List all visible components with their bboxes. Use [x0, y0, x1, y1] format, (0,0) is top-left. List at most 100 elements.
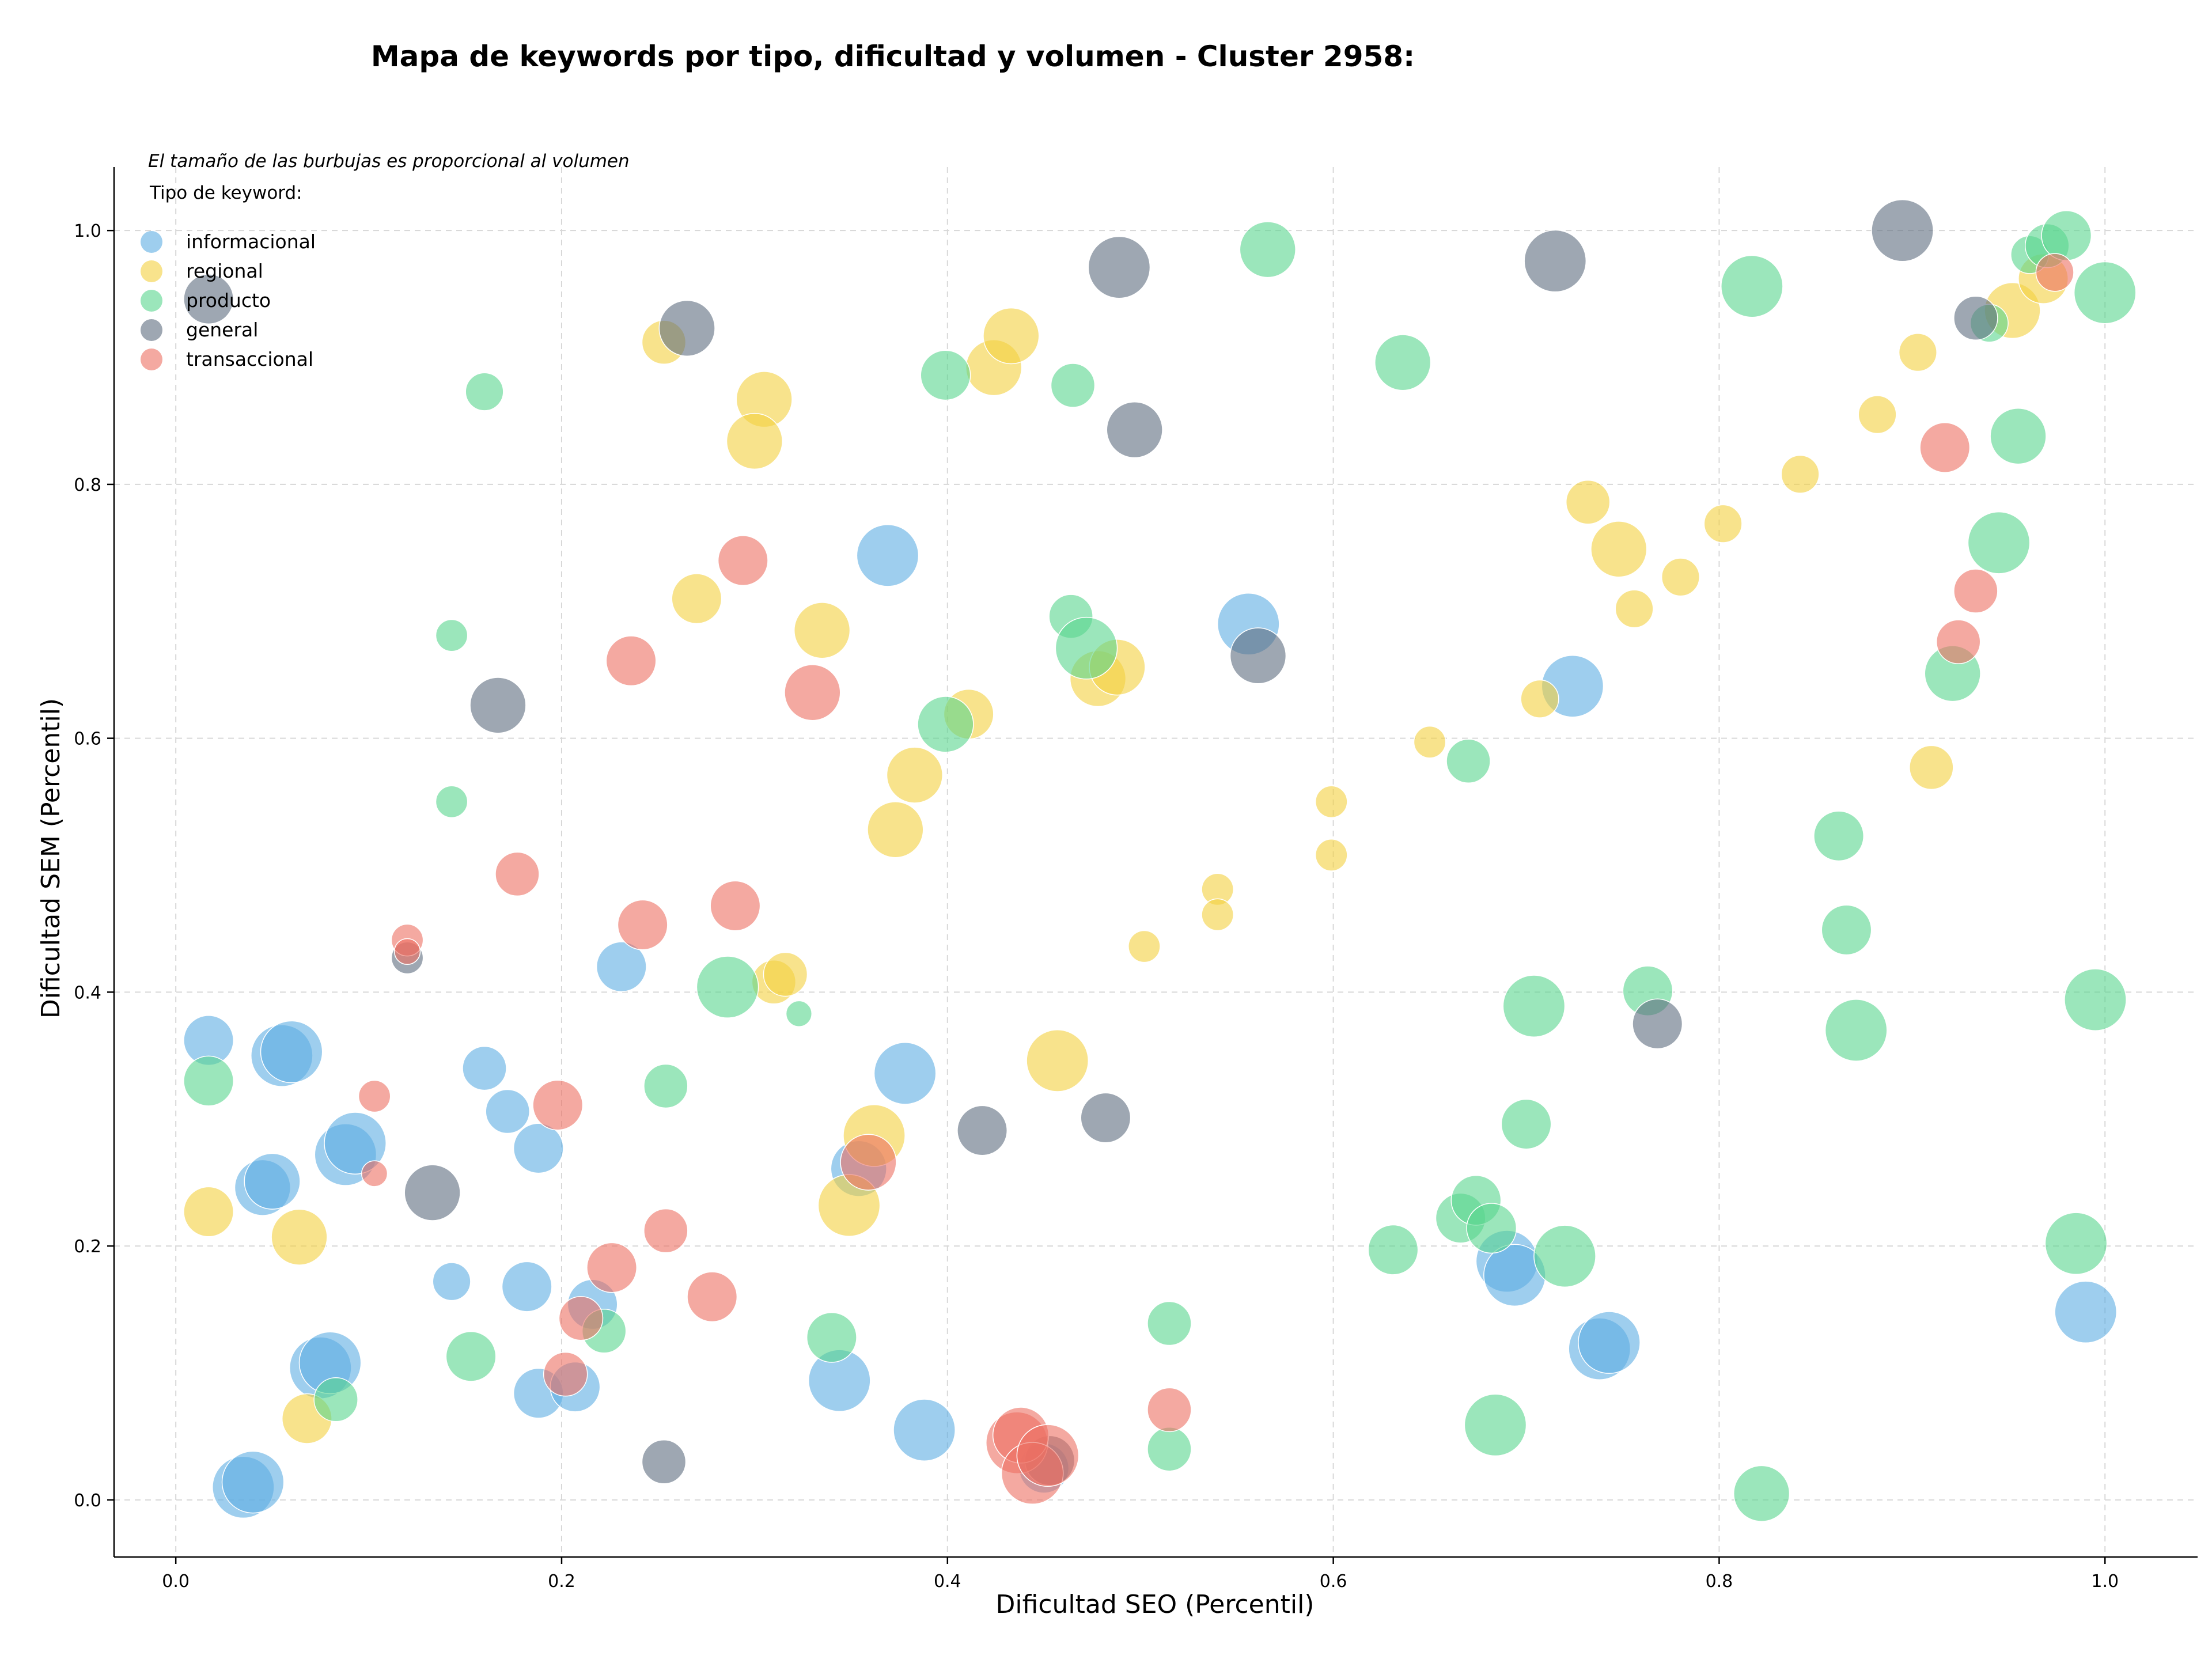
- data-point-transaccional: [710, 880, 761, 931]
- data-point-producto: [1147, 1426, 1192, 1472]
- data-point-transaccional: [717, 535, 768, 586]
- data-point-producto: [1733, 1465, 1790, 1522]
- data-point-producto: [920, 350, 971, 401]
- data-point-producto: [1055, 616, 1118, 680]
- x-tick-label: 0.8: [1706, 1571, 1733, 1592]
- data-point-regional: [867, 801, 924, 858]
- data-point-general: [658, 300, 715, 357]
- data-point-transaccional: [784, 664, 841, 721]
- data-point-producto: [1501, 1098, 1552, 1150]
- data-point-regional: [763, 952, 808, 997]
- data-point-informacional: [856, 524, 919, 587]
- data-point-regional: [271, 1209, 328, 1266]
- data-point-producto: [696, 956, 759, 1018]
- data-point-producto: [785, 1000, 813, 1027]
- x-tick-label: 0.6: [1320, 1571, 1347, 1592]
- data-point-regional: [1661, 558, 1700, 597]
- data-point-regional: [1315, 785, 1348, 819]
- x-tick-label: 0.2: [548, 1571, 575, 1592]
- data-point-general: [1088, 236, 1151, 299]
- data-point-general: [1632, 998, 1683, 1050]
- data-point-general: [469, 677, 527, 734]
- data-point-regional: [1413, 725, 1446, 759]
- y-tick-label: 0.0: [74, 1491, 101, 1511]
- data-point-general: [1953, 296, 1998, 340]
- data-point-producto: [465, 372, 504, 411]
- y-tick-label: 0.6: [74, 729, 101, 749]
- data-point-producto: [1050, 363, 1096, 408]
- data-point-producto: [806, 1312, 857, 1363]
- data-point-informacional: [501, 1261, 552, 1312]
- data-point-producto: [1502, 975, 1566, 1037]
- data-point-producto: [2044, 1212, 2108, 1275]
- data-point-transaccional: [605, 635, 657, 687]
- data-point-producto: [1721, 255, 1783, 318]
- legend-label-informacional: informacional: [186, 230, 316, 253]
- data-point-transaccional: [617, 899, 668, 950]
- axes: 0.0 0.2 0.4 0.6 0.8 1.0 0.0 0.2 0.4 0.6 0.8 1.0: [74, 167, 2198, 1592]
- data-point-regional: [1858, 395, 1897, 434]
- data-point-general: [1080, 1092, 1131, 1143]
- legend-marker-informacional: [141, 231, 162, 253]
- legend-marker-producto: [141, 290, 162, 312]
- legend-marker-regional: [141, 260, 162, 282]
- legend-title: Tipo de keyword:: [149, 183, 302, 203]
- data-point-informacional: [485, 1089, 530, 1134]
- data-point-regional: [793, 602, 851, 659]
- data-point-producto: [1464, 1393, 1527, 1457]
- data-point-producto: [643, 1063, 688, 1109]
- data-point-general: [1524, 229, 1587, 293]
- y-tick-label: 0.2: [74, 1237, 101, 1257]
- data-point-producto: [1824, 999, 1888, 1062]
- data-point-transaccional: [840, 1134, 897, 1191]
- data-point-producto: [1239, 221, 1296, 278]
- data-point-general: [404, 1164, 461, 1221]
- legend-label-regional: regional: [186, 260, 263, 282]
- data-point-regional: [1128, 930, 1161, 963]
- x-tick-label: 1.0: [2091, 1571, 2119, 1592]
- data-point-transaccional: [558, 1295, 604, 1341]
- data-point-transaccional: [1147, 1387, 1192, 1433]
- data-point-transaccional: [358, 1079, 391, 1113]
- data-point-regional: [983, 307, 1040, 365]
- data-point-producto: [1466, 1203, 1517, 1254]
- data-point-transaccional: [586, 1242, 638, 1293]
- data-point-regional: [1909, 745, 1954, 790]
- data-point-regional: [1898, 333, 1937, 372]
- data-point-regional: [183, 1186, 234, 1237]
- data-point-informacional: [2054, 1281, 2118, 1344]
- data-point-general: [1871, 199, 1934, 262]
- data-point-producto: [183, 1055, 234, 1107]
- data-point-regional: [1315, 839, 1348, 872]
- data-points: [183, 199, 2137, 1522]
- data-point-general: [957, 1105, 1008, 1156]
- data-point-producto: [1990, 408, 2047, 465]
- data-point-informacional: [596, 941, 647, 993]
- y-tick-label: 0.4: [74, 983, 101, 1003]
- data-point-regional: [726, 412, 783, 470]
- data-point-transaccional: [643, 1208, 688, 1253]
- data-point-transaccional: [1936, 619, 1981, 664]
- legend-label-general: general: [186, 319, 258, 341]
- legend: informacional regional producto general tran…: [141, 230, 316, 370]
- data-point-producto: [1368, 1224, 1419, 1275]
- data-point-informacional: [244, 1153, 301, 1210]
- data-point-producto: [435, 785, 468, 819]
- data-point-regional: [1615, 589, 1654, 628]
- data-point-transaccional: [393, 938, 421, 965]
- data-point-informacional: [221, 1450, 285, 1514]
- data-point-producto: [1446, 738, 1491, 784]
- data-point-producto: [1374, 334, 1431, 391]
- data-point-producto: [1821, 904, 1872, 956]
- chart-title: Mapa de keywords por tipo, dificultad y …: [371, 40, 1415, 73]
- x-tick-label: 0.4: [934, 1571, 961, 1592]
- data-point-informacional: [260, 1020, 323, 1084]
- data-point-informacional: [873, 1042, 937, 1105]
- data-point-regional: [671, 573, 722, 624]
- data-point-regional: [1520, 679, 1559, 718]
- data-point-informacional: [324, 1112, 387, 1175]
- data-point-general: [1229, 627, 1287, 684]
- data-point-general: [641, 1439, 687, 1484]
- data-point-transaccional: [543, 1351, 588, 1397]
